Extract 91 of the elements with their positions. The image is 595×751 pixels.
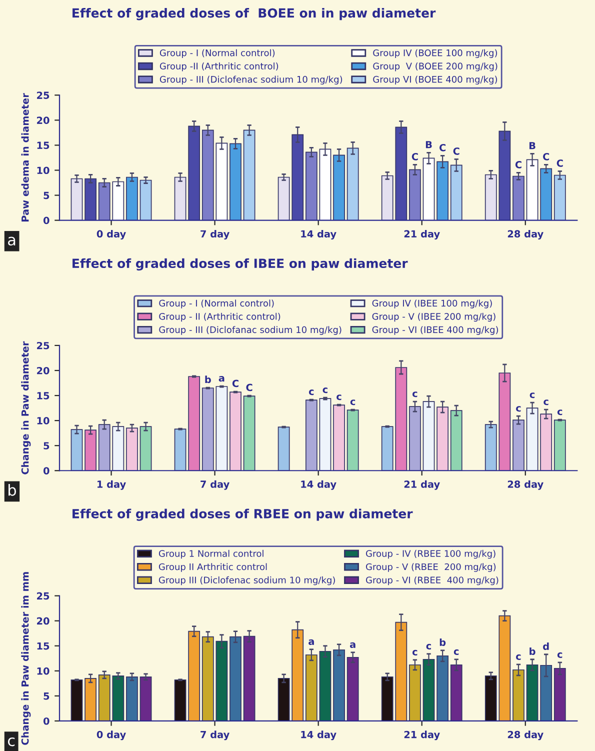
legend-label: Group IV (IBEE 100 mg/kg): [372, 300, 492, 308]
data-label: c: [308, 390, 314, 396]
y-tick-label: 15: [37, 392, 50, 400]
data-label: C: [556, 159, 563, 167]
data-label: C: [232, 380, 238, 388]
legend-label: Group - V (IBEE 200 mg/kg): [372, 312, 496, 322]
data-label: c: [544, 400, 548, 406]
x-tick-label: 14 day: [301, 480, 336, 490]
data-label: c: [557, 652, 562, 658]
x-tick-label: 7 day: [200, 480, 230, 490]
data-label: b: [440, 638, 446, 646]
data-label: C: [246, 384, 252, 392]
data-label: B: [426, 141, 432, 148]
x-tick-label: 0 day: [96, 230, 126, 240]
y-axis-title: Paw edema in diameter: [21, 93, 29, 222]
data-label: C: [453, 147, 460, 155]
data-label: b: [530, 647, 536, 655]
data-label: c: [516, 406, 521, 412]
text: a: [8, 236, 16, 246]
legend-label: Group V (BOEE 200 mg/kg): [373, 62, 498, 72]
x-tick-label: 21 day: [404, 730, 440, 740]
y-tick-label: 10: [37, 417, 50, 424]
x-tick-label: 21 day: [404, 230, 440, 240]
x-tick-label: 14 day: [301, 730, 336, 740]
legend-label: Group - III (Diclofenac sodium 10 mg/kg): [160, 76, 342, 84]
data-label: c: [350, 400, 356, 406]
y-axis-title: Change in Paw diameter: [21, 341, 31, 474]
y-tick-label: 25: [37, 92, 50, 99]
y-tick-label: 20: [37, 617, 50, 625]
y-tick-label: 0: [43, 216, 50, 224]
data-label: a: [308, 639, 314, 645]
y-tick-label: 15: [37, 142, 50, 150]
legend-label: Group - VI (RBEE 400 mg/kg): [366, 576, 498, 586]
x-tick-label: 28 day: [508, 480, 544, 490]
data-label: c: [412, 392, 418, 398]
data-label: C: [412, 152, 418, 160]
data-label: c: [530, 392, 535, 398]
y-axis-title: Change in Paw diameter im mm: [21, 572, 31, 745]
data-label: b: [205, 376, 211, 384]
legend-label: Group VI (BOEE 400 mg/kg): [373, 76, 497, 84]
x-tick-label: 21 day: [404, 480, 440, 490]
x-tick-label: 28 day: [508, 730, 544, 740]
data-label: a: [218, 376, 224, 382]
data-label: c: [454, 649, 459, 655]
data-label: c: [426, 644, 431, 650]
data-label: c: [336, 394, 342, 400]
y-tick-label: 5: [44, 192, 50, 200]
x-tick-label: 1 day: [98, 480, 126, 490]
y-tick-label: 5: [44, 442, 50, 450]
legend-label: Group - V (RBEE 200 mg/kg): [366, 563, 496, 572]
chart-title: Effect of graded doses of BOEE on in paw diameter: [72, 8, 436, 20]
legend-label: Group -II (Arthritic control): [160, 62, 278, 72]
legend-label: Group 1 Normal control: [158, 550, 264, 559]
y-tick-label: 25: [37, 342, 50, 350]
legend-label: Group III (Diclofenac sodium 10 mg/kg): [158, 576, 335, 586]
y-tick-label: 0: [43, 467, 50, 474]
legend-label: Group - II (Arthritic control): [159, 312, 280, 322]
legend-label: Group - IV (RBEE 100 mg/kg): [366, 550, 496, 559]
x-tick-label: 28 day: [508, 230, 544, 240]
x-tick-label: 14 day: [301, 230, 336, 240]
text: b: [8, 484, 16, 496]
y-tick-label: 20: [37, 116, 50, 124]
data-label: c: [322, 388, 328, 394]
legend-label: Group IV (BOEE 100 mg/kg): [373, 49, 497, 58]
x-tick-label: 7 day: [200, 730, 230, 740]
chart-title: Effect of graded doses of RBEE on paw diameter: [72, 508, 413, 521]
y-tick-label: 15: [37, 642, 50, 650]
data-label: c: [557, 410, 562, 416]
x-tick-label: 7 day: [200, 230, 230, 240]
data-label: C: [439, 144, 446, 152]
data-label: C: [515, 160, 522, 168]
y-tick-label: 5: [44, 692, 50, 700]
legend-label: Group II Arthritic control: [158, 563, 267, 572]
y-tick-label: 20: [37, 366, 50, 374]
data-label: d: [543, 642, 549, 650]
data-label: C: [543, 152, 550, 160]
y-tick-label: 0: [43, 717, 50, 725]
data-label: c: [516, 654, 521, 660]
data-label: B: [529, 142, 536, 150]
legend-label: Group - III (Diclofanac sodium 10 mg/kg): [159, 326, 342, 335]
y-tick-label: 25: [37, 592, 50, 600]
data-label: a: [350, 642, 356, 648]
x-tick-label: 0 day: [96, 730, 126, 740]
chart-title: Effect of graded doses of IBEE on paw diameter: [72, 258, 408, 271]
legend-label: Group - VI (IBEE 400 mg/kg): [372, 326, 498, 335]
data-label: c: [412, 650, 418, 656]
text: c: [8, 737, 15, 746]
legend-label: Group - I (Normal control): [159, 300, 274, 308]
y-tick-label: 10: [37, 166, 50, 174]
y-tick-label: 10: [37, 667, 50, 675]
legend-label: Group - I (Normal control): [160, 49, 275, 58]
